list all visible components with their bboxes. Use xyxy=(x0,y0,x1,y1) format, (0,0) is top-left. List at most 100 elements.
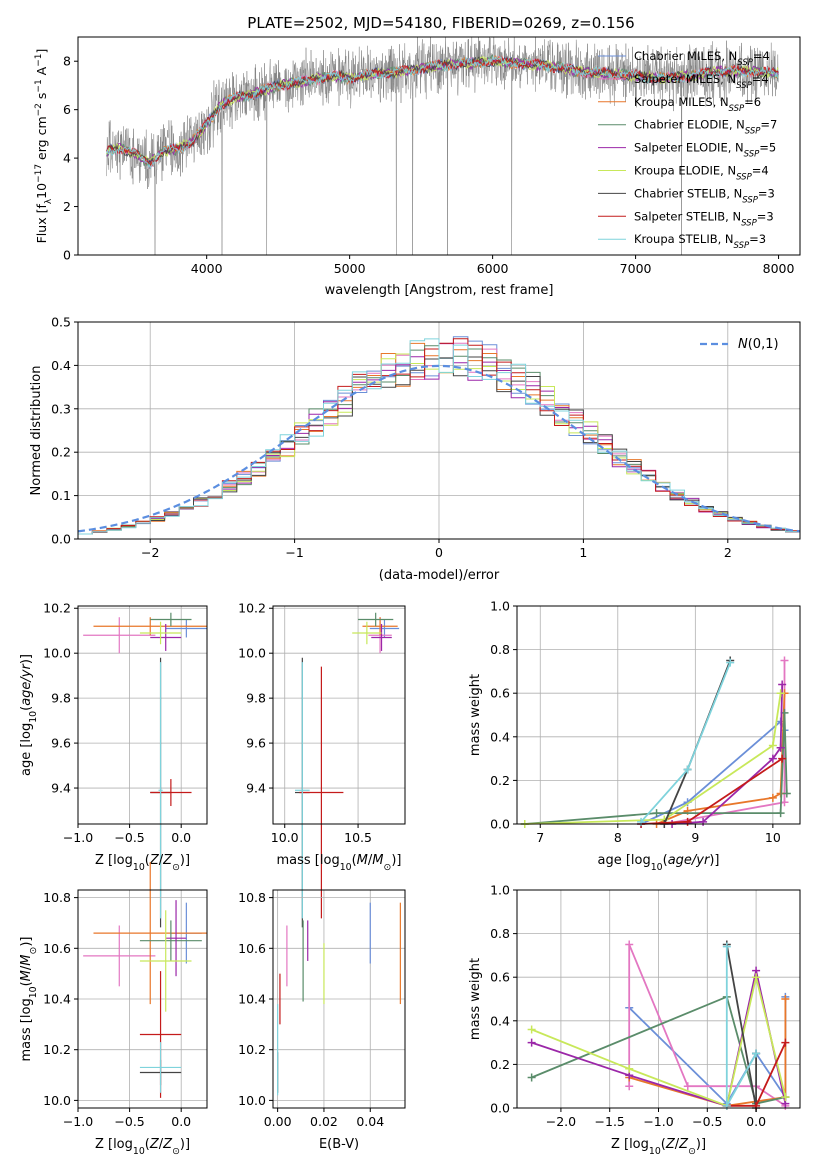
point-marker xyxy=(781,1093,790,1102)
errorbar-point xyxy=(371,623,392,651)
x-axis-label: Z [log10(Z/Z⊙)] xyxy=(611,1137,706,1157)
label-part: 10 xyxy=(133,1146,145,1157)
legend-label: Chabrier MILES, NSSP=4 xyxy=(634,49,770,68)
label-part: ( xyxy=(663,853,668,868)
label-part: ⊙ xyxy=(688,1146,696,1157)
series-line xyxy=(531,995,786,1105)
x-tick-label: 0.04 xyxy=(356,1114,384,1129)
y-tick-label: 0.0 xyxy=(51,532,71,547)
mass_vs_Z-points xyxy=(83,862,207,1098)
errorbar-point xyxy=(299,666,344,919)
age_vs_mass-points xyxy=(295,612,400,928)
label-part: 10 xyxy=(34,183,49,199)
errorbar-point xyxy=(158,662,163,919)
label-part: −1 xyxy=(34,79,44,92)
point-marker xyxy=(683,1082,692,1091)
y-tick-label: 0.4 xyxy=(490,729,510,744)
point-marker xyxy=(781,1038,790,1047)
y-tick-label: 0.2 xyxy=(490,773,510,788)
label-part: 10 xyxy=(28,986,39,998)
label-part: log xyxy=(19,998,34,1018)
label-part: )] xyxy=(709,853,719,868)
label-part: log xyxy=(629,1137,649,1152)
x-tick-label: −0.5 xyxy=(114,1114,144,1129)
weights_vs_age-series xyxy=(520,656,791,828)
histogram-area xyxy=(77,336,801,535)
label-part: Z xyxy=(149,1137,160,1152)
label-part: / xyxy=(368,853,373,868)
label-part: Z xyxy=(162,853,173,868)
errorbar-point xyxy=(369,619,400,638)
point-marker xyxy=(768,754,777,763)
label-part: / xyxy=(675,1137,680,1152)
x-tick-label: −1.0 xyxy=(63,1114,93,1129)
x-tick-label: 0.00 xyxy=(264,1114,292,1129)
errorbar-point xyxy=(139,621,182,645)
x-axis-label: wavelength [Angstrom, rest frame] xyxy=(325,283,554,298)
x-axis-label: (data-model)/error xyxy=(379,568,500,583)
x-tick-label: 1 xyxy=(579,545,587,560)
label-part: Z [ xyxy=(611,1137,629,1152)
y-tick-label: 10.6 xyxy=(43,941,71,956)
label-part: ( xyxy=(19,981,34,986)
x-axis-label: age [log10(age/yr)] xyxy=(597,853,719,873)
label-part: age [ xyxy=(19,743,34,776)
y-tick-label: 0.0 xyxy=(490,817,510,832)
point-marker xyxy=(722,942,731,951)
label-part: log xyxy=(320,853,340,868)
y-tick-label: 10.2 xyxy=(43,601,71,616)
label-part: M xyxy=(19,970,34,981)
errorbar-point xyxy=(352,621,382,645)
y-axis-label: age [log10(age/yr)] xyxy=(19,654,39,776)
label-part: 10 xyxy=(651,862,663,873)
label-part: E(B-V) xyxy=(319,1137,359,1152)
y-tick-label: 10.2 xyxy=(238,601,266,616)
label-part: wavelength [Angstrom, rest frame] xyxy=(325,283,554,298)
y-axis-label: mass weight xyxy=(468,958,483,1040)
x-tick-label: −0.5 xyxy=(692,1114,722,1129)
label-part: )] xyxy=(391,853,401,868)
label-part: )] xyxy=(19,936,34,946)
label-part: mass [ xyxy=(19,1018,34,1061)
legend-label: Salpeter ELODIE, NSSP=5 xyxy=(634,141,776,160)
label-part: ( xyxy=(352,853,357,868)
label-part: ⊙ xyxy=(172,862,180,873)
series-line xyxy=(524,693,782,825)
y-tick-label: 2 xyxy=(63,199,71,214)
y-tick-label: 0.4 xyxy=(51,358,71,373)
point-marker xyxy=(776,689,785,698)
point-marker xyxy=(683,765,692,774)
y-tick-label: 10.0 xyxy=(238,646,266,661)
label-part: )] xyxy=(180,853,190,868)
mass_vs_ebv-points xyxy=(277,902,401,1096)
age_vs_mass-frame: 10.0 10.5 9.4 9.6 9.8 10.0 10.2 xyxy=(238,601,406,845)
errorbar-point xyxy=(358,612,394,627)
label-part: log xyxy=(19,723,34,743)
y-axis-label: Flux [fλ10−17 erg cm−2 s−1 A−1] xyxy=(34,49,54,244)
x-tick-label: 0.0 xyxy=(746,1114,766,1129)
errorbar-point xyxy=(165,900,187,977)
x-tick-label: −2 xyxy=(141,545,159,560)
label-part: age [ xyxy=(597,853,630,868)
x-tick-label: 6000 xyxy=(477,261,509,276)
label-part: Z xyxy=(149,853,160,868)
point-marker xyxy=(625,1064,634,1073)
y-tick-label: 9.6 xyxy=(246,736,266,751)
y-tick-label: 0.8 xyxy=(490,926,510,941)
x-tick-label: 2 xyxy=(724,545,732,560)
x-axis-label: Z [log10(Z/Z⊙)] xyxy=(95,1137,190,1157)
legend: Chabrier MILES, NSSP=4 Salpeter MILES, NS… xyxy=(598,49,777,251)
x-tick-label: −1.5 xyxy=(595,1114,625,1129)
legend-label: Salpeter MILES, NSSP=4 xyxy=(634,72,769,91)
label-part: −2 xyxy=(34,103,44,116)
label-part: Flux [f xyxy=(34,204,49,244)
normal-curve xyxy=(77,364,801,533)
axes-frame xyxy=(77,605,208,825)
point-marker xyxy=(752,973,761,982)
label-part: ( xyxy=(145,853,150,868)
x-axis-label: mass [log10(M/M⊙)] xyxy=(276,853,401,873)
legend-label: Chabrier STELIB, NSSP=3 xyxy=(634,186,775,205)
x-tick-label: 0.02 xyxy=(310,1114,338,1129)
